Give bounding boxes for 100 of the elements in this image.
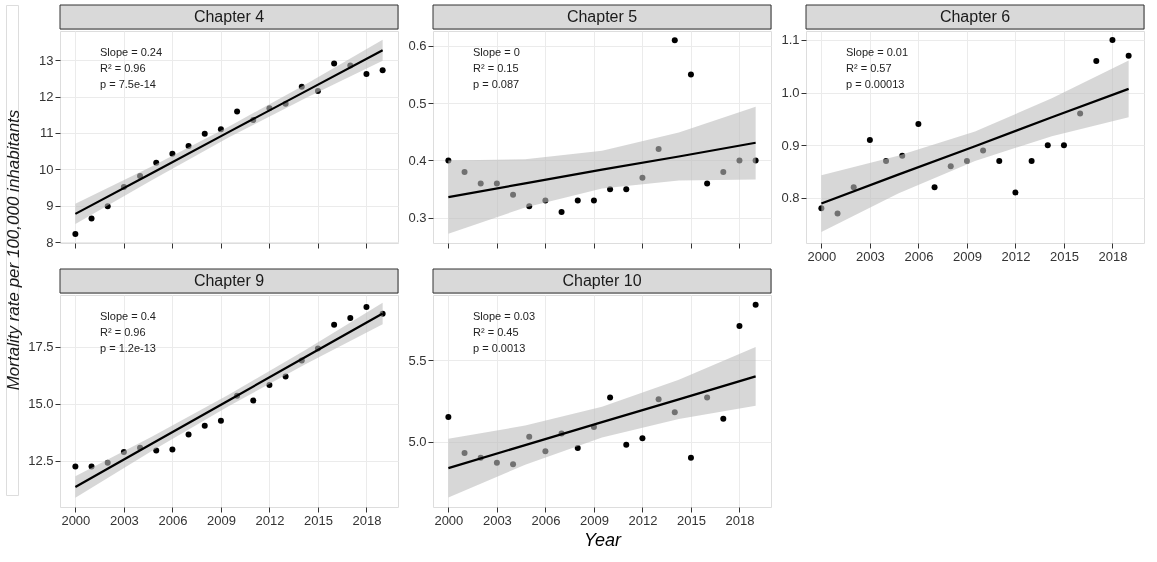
point [510, 191, 517, 198]
point [1077, 110, 1084, 117]
x-tick-label: 2009 [206, 512, 236, 528]
point [639, 174, 646, 181]
x-tick-label: 2006 [158, 512, 188, 528]
point [834, 210, 841, 217]
point [104, 203, 111, 210]
point [379, 67, 386, 74]
point [980, 147, 987, 154]
point [818, 205, 825, 212]
x-tick-label: 2015 [303, 512, 333, 528]
point [671, 409, 678, 416]
point [250, 397, 257, 404]
annotation: R² = 0.45 [473, 326, 519, 338]
point [153, 159, 160, 166]
x-tick-label: 2015 [676, 512, 706, 528]
point [655, 396, 662, 403]
point [510, 461, 517, 468]
x-tick-label: 2018 [725, 512, 755, 528]
point [493, 180, 500, 187]
point [445, 157, 452, 164]
x-tick-label: 2009 [952, 248, 982, 264]
x-tick-label: 2018 [1098, 248, 1128, 264]
point [331, 60, 338, 67]
annotation: Slope = 0 [473, 46, 520, 58]
point [266, 381, 273, 388]
y-tick-label: 5.5 [408, 352, 427, 368]
point [1060, 142, 1067, 149]
point [298, 83, 305, 90]
point [1028, 157, 1035, 164]
point [963, 157, 970, 164]
y-tick-label: 5.0 [408, 434, 427, 450]
point [607, 394, 614, 401]
y-axis-title: Mortality rate per 100,000 inhabitants [4, 109, 23, 391]
y-tick-label: 0.9 [781, 137, 800, 153]
chart-title: Chapter 9 [193, 272, 265, 289]
point [752, 157, 759, 164]
x-tick-label: 2012 [1001, 248, 1031, 264]
point [704, 394, 711, 401]
y-tick-label: 0.6 [408, 38, 427, 54]
y-tick-label: 11 [40, 125, 54, 141]
annotation: p = 7.5e-14 [100, 78, 156, 90]
x-tick-label: 2012 [628, 512, 658, 528]
x-tick-label: 2003 [855, 248, 885, 264]
point [623, 441, 630, 448]
point [607, 186, 614, 193]
point [72, 463, 79, 470]
y-tick-label: 17.5 [28, 339, 54, 355]
x-tick-label: 2000 [61, 512, 91, 528]
point [169, 446, 176, 453]
point [234, 108, 241, 115]
x-tick-label: 2012 [255, 512, 285, 528]
point [671, 37, 678, 44]
y-tick-label: 9 [46, 198, 54, 214]
point [185, 431, 192, 438]
annotation: R² = 0.96 [100, 326, 146, 338]
point [363, 304, 370, 311]
point [639, 435, 646, 442]
point [88, 215, 95, 222]
point [623, 186, 630, 193]
point [704, 180, 711, 187]
point [574, 197, 581, 204]
point [866, 136, 873, 143]
point [558, 209, 565, 216]
x-tick-label: 2006 [904, 248, 934, 264]
line-series [447, 141, 757, 199]
y-tick-label: 13 [39, 52, 54, 68]
y-tick-label: 10 [39, 161, 54, 177]
y-tick-label: 0.8 [781, 190, 800, 206]
point [185, 143, 192, 150]
point [461, 449, 468, 456]
point [883, 157, 890, 164]
annotation: R² = 0.15 [473, 62, 519, 74]
point [120, 449, 127, 456]
point [201, 130, 208, 137]
chart-title: Chapter 6 [939, 8, 1011, 25]
y-tick-label: 0.3 [408, 210, 427, 226]
point [363, 70, 370, 77]
point [1012, 189, 1019, 196]
point [201, 422, 208, 429]
point [850, 184, 857, 191]
annotation: Slope = 0.03 [473, 310, 536, 322]
point [217, 417, 224, 424]
y-tick-label: 1.1 [781, 32, 800, 48]
point [477, 180, 484, 187]
point [736, 322, 743, 329]
point [314, 88, 321, 95]
point [542, 197, 549, 204]
x-tick-label: 2000 [807, 248, 837, 264]
point [461, 168, 468, 175]
y-tick-label: 0.5 [408, 95, 427, 111]
point [687, 454, 694, 461]
point [72, 230, 79, 237]
point [720, 415, 727, 422]
annotation: Slope = 0.4 [100, 310, 156, 322]
y-tick-label: 12.5 [28, 453, 54, 469]
point [1125, 52, 1132, 59]
x-tick-label: 2018 [352, 512, 382, 528]
point [655, 146, 662, 153]
point [752, 301, 759, 308]
